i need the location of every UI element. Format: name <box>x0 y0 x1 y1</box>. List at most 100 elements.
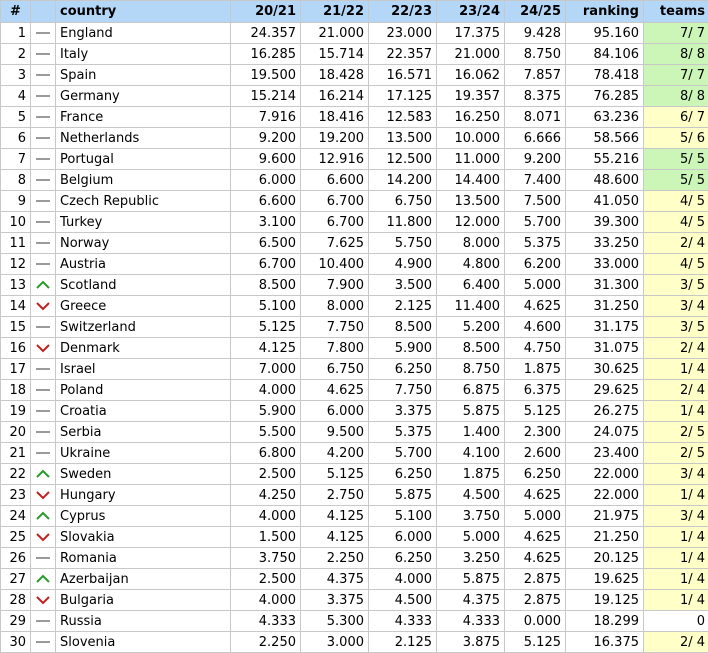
season-score: 15.714 <box>301 44 369 65</box>
rank: 8 <box>1 170 31 191</box>
season-score: 19.200 <box>301 128 369 149</box>
season-score: 7.916 <box>231 107 301 128</box>
season-score: 5.700 <box>505 212 566 233</box>
season-score: 3.250 <box>437 548 505 569</box>
season-score: 14.200 <box>369 170 437 191</box>
season-score: 3.100 <box>231 212 301 233</box>
teams: 1/ 4 <box>644 548 708 569</box>
country: Slovenia <box>56 632 231 653</box>
season-score: 6.600 <box>301 170 369 191</box>
ranking: 55.216 <box>566 149 644 170</box>
season-score: 5.500 <box>231 422 301 443</box>
country: Slovakia <box>56 527 231 548</box>
ranking: 31.300 <box>566 275 644 296</box>
season-score: 13.500 <box>437 191 505 212</box>
trend-same <box>31 212 56 233</box>
season-score: 23.000 <box>369 23 437 44</box>
ranking: 31.075 <box>566 338 644 359</box>
season-score: 4.100 <box>437 443 505 464</box>
season-score: 5.375 <box>505 233 566 254</box>
season-score: 6.200 <box>505 254 566 275</box>
teams: 4/ 5 <box>644 191 708 212</box>
ranking: 21.250 <box>566 527 644 548</box>
column-header: 21/22 <box>301 1 369 23</box>
season-score: 3.500 <box>369 275 437 296</box>
season-score: 3.375 <box>369 401 437 422</box>
rank: 30 <box>1 632 31 653</box>
country: Netherlands <box>56 128 231 149</box>
season-score: 3.750 <box>437 506 505 527</box>
trend-same <box>31 632 56 653</box>
country: Poland <box>56 380 231 401</box>
ranking: 78.418 <box>566 65 644 86</box>
teams: 2/ 5 <box>644 422 708 443</box>
season-score: 6.800 <box>231 443 301 464</box>
season-score: 4.375 <box>437 590 505 611</box>
country: Germany <box>56 86 231 107</box>
column-header: teams <box>644 1 708 23</box>
country: Belgium <box>56 170 231 191</box>
season-score: 9.600 <box>231 149 301 170</box>
season-score: 4.000 <box>231 590 301 611</box>
season-score: 6.250 <box>505 464 566 485</box>
season-score: 16.062 <box>437 65 505 86</box>
rank: 24 <box>1 506 31 527</box>
rank: 22 <box>1 464 31 485</box>
rank: 28 <box>1 590 31 611</box>
season-score: 8.000 <box>437 233 505 254</box>
rank: 6 <box>1 128 31 149</box>
season-score: 16.250 <box>437 107 505 128</box>
season-score: 14.400 <box>437 170 505 191</box>
season-score: 2.500 <box>231 464 301 485</box>
season-score: 1.500 <box>231 527 301 548</box>
season-score: 4.625 <box>301 380 369 401</box>
season-score: 6.700 <box>231 254 301 275</box>
column-header: ranking <box>566 1 644 23</box>
season-score: 5.100 <box>231 296 301 317</box>
rank: 9 <box>1 191 31 212</box>
season-score: 5.750 <box>369 233 437 254</box>
ranking: 41.050 <box>566 191 644 212</box>
season-score: 4.333 <box>369 611 437 632</box>
season-score: 4.000 <box>231 380 301 401</box>
trend-down <box>31 296 56 317</box>
trend-same <box>31 254 56 275</box>
season-score: 2.875 <box>505 590 566 611</box>
trend-up <box>31 464 56 485</box>
teams: 6/ 7 <box>644 107 708 128</box>
country: Greece <box>56 296 231 317</box>
season-score: 9.200 <box>505 149 566 170</box>
season-score: 5.900 <box>369 338 437 359</box>
trend-up <box>31 569 56 590</box>
season-score: 3.000 <box>301 632 369 653</box>
ranking: 31.250 <box>566 296 644 317</box>
season-score: 6.666 <box>505 128 566 149</box>
trend-same <box>31 65 56 86</box>
ranking: 16.375 <box>566 632 644 653</box>
trend-same <box>31 128 56 149</box>
season-score: 8.750 <box>437 359 505 380</box>
season-score: 2.300 <box>505 422 566 443</box>
season-score: 6.000 <box>301 401 369 422</box>
season-score: 2.875 <box>505 569 566 590</box>
country: Serbia <box>56 422 231 443</box>
ranking: 95.160 <box>566 23 644 44</box>
rank: 29 <box>1 611 31 632</box>
country: Switzerland <box>56 317 231 338</box>
ranking: 26.275 <box>566 401 644 422</box>
teams: 5/ 5 <box>644 149 708 170</box>
teams: 5/ 5 <box>644 170 708 191</box>
season-score: 4.125 <box>301 527 369 548</box>
season-score: 7.625 <box>301 233 369 254</box>
season-score: 5.125 <box>231 317 301 338</box>
column-header: 24/25 <box>505 1 566 23</box>
